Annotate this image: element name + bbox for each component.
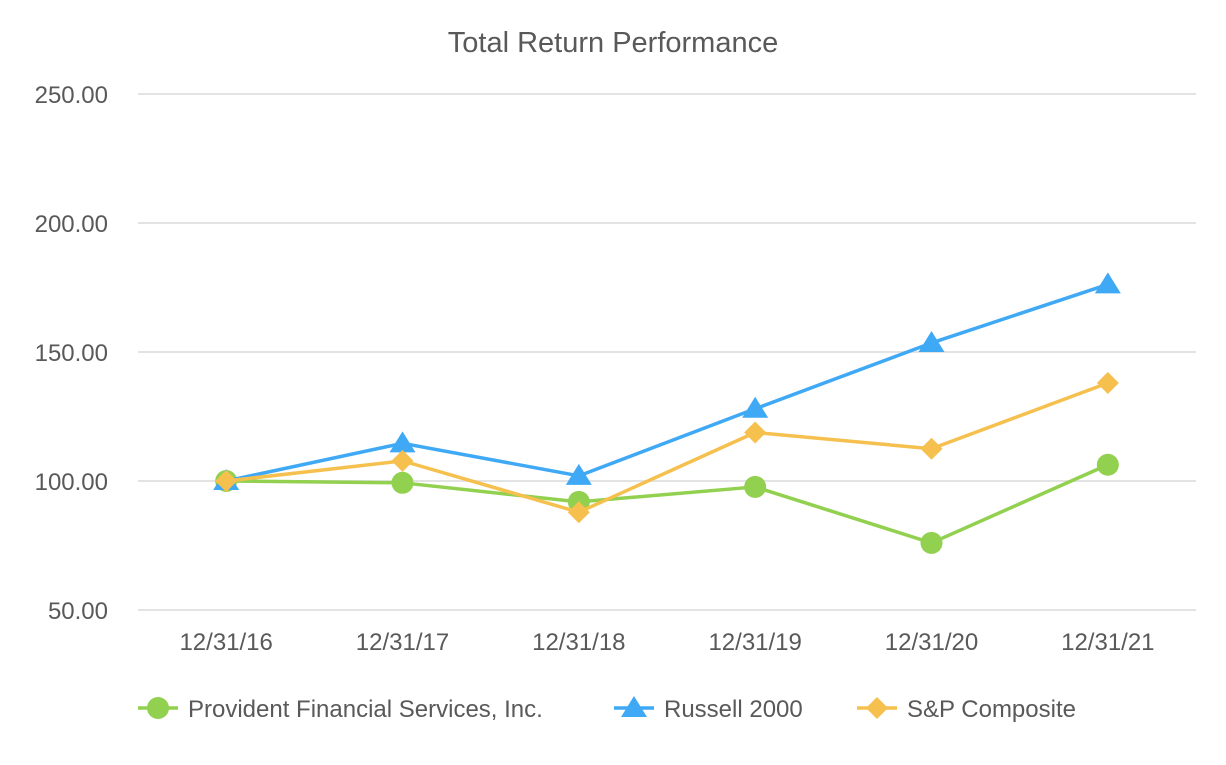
chart-title: Total Return Performance	[448, 27, 778, 59]
legend-item: Russell 2000	[614, 696, 803, 723]
legend-marker	[866, 697, 888, 719]
data-point-marker	[565, 463, 592, 485]
y-tick-label: 200.00	[35, 211, 108, 238]
legend-label: Russell 2000	[664, 696, 803, 723]
data-point-marker	[1096, 371, 1119, 394]
data-point-marker	[567, 501, 590, 524]
data-point-marker	[744, 421, 767, 444]
x-tick-label: 12/31/17	[356, 629, 449, 656]
y-tick-label: 100.00	[35, 469, 108, 496]
legend-label: Provident Financial Services, Inc.	[188, 696, 543, 723]
series-line	[225, 282, 1109, 483]
series-line	[226, 463, 1109, 545]
legend-item: S&P Composite	[857, 696, 1076, 723]
data-point-marker	[389, 431, 416, 453]
legend-item: Provident Financial Services, Inc.	[138, 696, 543, 723]
data-point-marker	[1094, 272, 1121, 294]
data-point-marker	[918, 330, 945, 352]
gridlines	[138, 93, 1196, 611]
legend: Provident Financial Services, Inc. Russel…	[138, 696, 1076, 723]
x-tick-label: 12/31/16	[179, 629, 272, 656]
series-line	[225, 381, 1109, 514]
x-tick-label: 12/31/18	[532, 629, 625, 656]
y-tick-label: 250.00	[35, 82, 108, 109]
y-tick-label: 50.00	[48, 598, 108, 625]
data-point-marker	[742, 396, 769, 418]
legend-marker	[621, 696, 647, 717]
data-point-marker	[215, 470, 238, 492]
series-lines	[213, 272, 1121, 554]
data-point-marker	[920, 531, 943, 554]
x-tick-label: 12/31/21	[1061, 629, 1154, 656]
data-point-marker	[391, 471, 414, 494]
data-point-marker	[920, 437, 943, 460]
y-axis-tick-labels: 50.00 100.00 150.00 200.00 250.00	[35, 82, 108, 625]
series-1	[215, 453, 1119, 554]
data-point-marker	[744, 475, 767, 498]
series-3	[215, 371, 1119, 524]
data-point-marker	[391, 449, 414, 472]
x-tick-label: 12/31/20	[885, 629, 978, 656]
y-tick-label: 150.00	[35, 340, 108, 367]
x-tick-label: 12/31/19	[708, 629, 801, 656]
data-point-marker	[1096, 453, 1119, 476]
x-axis-tick-labels: 12/31/16 12/31/17 12/31/18 12/31/19 12/31/20…	[179, 629, 1154, 656]
series-2	[213, 272, 1121, 490]
legend-marker	[147, 697, 169, 719]
legend-label: S&P Composite	[907, 696, 1076, 723]
